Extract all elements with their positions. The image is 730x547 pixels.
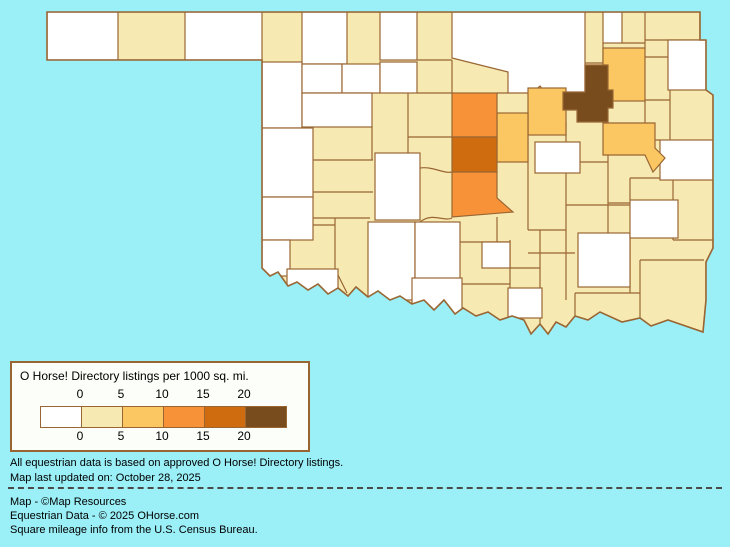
county-region[interactable] [451,136,498,173]
county-region[interactable] [411,277,463,315]
county-region[interactable] [379,12,418,61]
legend-tick: 20 [237,387,251,401]
county-cells [47,12,713,319]
legend: O Horse! Directory listings per 1000 sq.… [10,361,310,452]
legend-tick: 20 [237,429,251,443]
legend-swatch [122,407,163,427]
legend-color-bar [40,406,287,428]
county-region[interactable] [341,63,381,94]
county-region[interactable] [301,92,373,128]
county-region[interactable] [481,241,511,269]
dashed-divider [8,487,722,489]
county-region[interactable] [301,12,348,65]
county-region[interactable] [507,287,543,319]
county-region[interactable] [379,61,418,94]
legend-swatch [245,407,286,427]
legend-swatch [163,407,204,427]
county-region[interactable] [367,221,416,301]
legend-tick: 5 [117,387,125,401]
county-region[interactable] [496,112,529,163]
county-region[interactable] [602,12,623,44]
data-credit: Equestrian Data - © 2025 OHorse.com [10,510,200,522]
legend-title: O Horse! Directory listings per 1000 sq.… [20,369,249,383]
county-region[interactable] [261,127,314,198]
legend-tick: 10 [155,429,169,443]
county-region[interactable] [261,239,291,277]
county-region[interactable] [629,199,679,239]
county-region[interactable] [451,92,498,138]
county-region[interactable] [562,64,614,123]
legend-swatch [81,407,122,427]
county-region[interactable] [47,12,119,61]
county-region[interactable] [374,152,421,221]
county-region[interactable] [286,268,339,301]
legend-swatch [41,407,81,427]
county-region[interactable] [184,12,263,61]
last-updated-note: Map last updated on: October 28, 2025 [10,472,201,484]
legend-tick: 5 [117,429,125,443]
legend-tick: 15 [196,387,210,401]
county-region[interactable] [577,232,631,288]
legend-tick: 0 [76,429,84,443]
county-region[interactable] [451,171,515,218]
legend-tick: 15 [196,429,210,443]
county-region[interactable] [414,221,461,281]
county-region[interactable] [261,196,314,241]
county-region[interactable] [534,141,581,174]
county-region[interactable] [659,139,713,181]
county-region[interactable] [602,122,666,174]
census-credit: Square mileage info from the U.S. Census… [10,524,258,536]
state-outline [46,11,714,336]
map-credit: Map - ©Map Resources [10,496,127,508]
legend-tick: 10 [155,387,169,401]
legend-swatch [204,407,245,427]
county-region[interactable] [261,61,303,129]
data-source-note: All equestrian data is based on approved… [10,457,344,469]
county-region[interactable] [301,63,343,94]
county-region[interactable] [667,39,707,91]
legend-tick: 0 [76,387,84,401]
county-region[interactable] [527,87,567,136]
